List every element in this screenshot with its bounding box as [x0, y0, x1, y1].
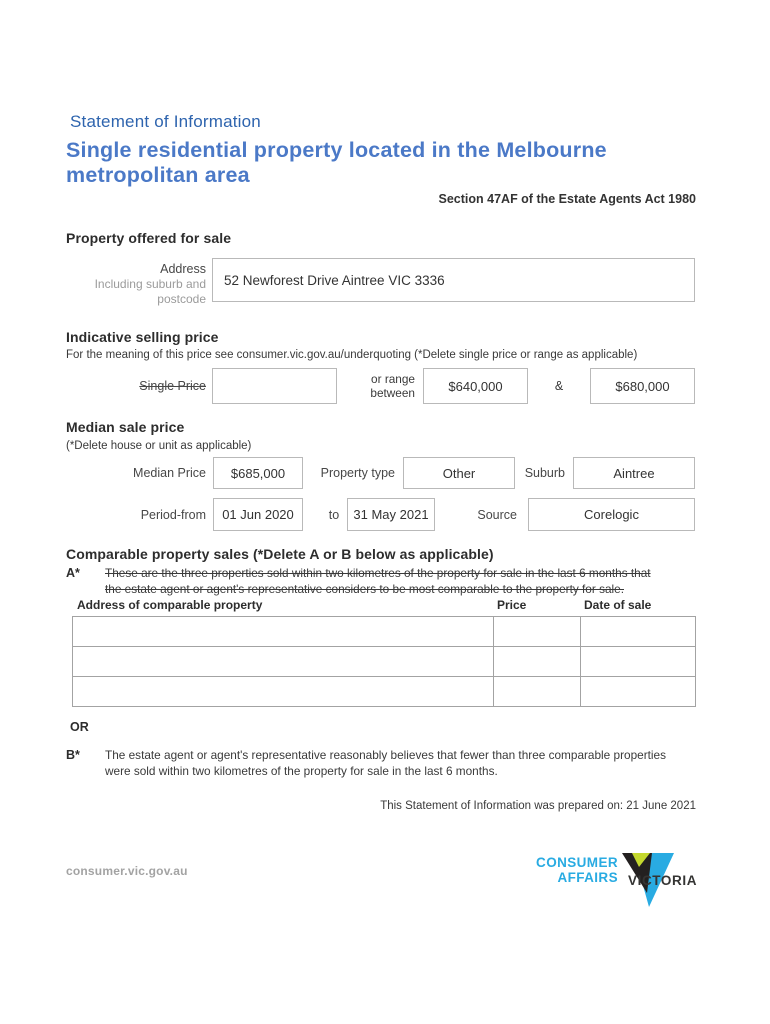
- single-price-field[interactable]: [212, 368, 337, 404]
- column-header-date: Date of sale: [584, 598, 652, 612]
- address-label-block: Address Including suburb and postcode: [66, 258, 206, 307]
- table-cell[interactable]: [493, 646, 581, 677]
- range-low-field[interactable]: $640,000: [423, 368, 528, 404]
- footer-website: consumer.vic.gov.au: [66, 864, 188, 878]
- suburb-label: Suburb: [524, 466, 565, 480]
- source-field[interactable]: Corelogic: [528, 498, 695, 531]
- address-row: Address Including suburb and postcode 52…: [66, 258, 695, 307]
- property-type-label: Property type: [320, 466, 395, 480]
- table-cell[interactable]: [72, 646, 494, 677]
- address-field[interactable]: 52 Newforest Drive Aintree VIC 3336: [212, 258, 695, 302]
- prepared-date-note: This Statement of Information was prepar…: [380, 800, 696, 812]
- logo-triangle-icon: [622, 853, 674, 907]
- suburb-field[interactable]: Aintree: [573, 457, 695, 489]
- median-price-row-2: Period-from 01 Jun 2020 to 31 May 2021 S…: [66, 498, 695, 531]
- median-price-note: (*Delete house or unit as applicable): [66, 440, 252, 452]
- table-cell[interactable]: [580, 646, 696, 677]
- range-label-line1: or range: [371, 371, 415, 386]
- option-b-block: B* The estate agent or agent's represent…: [66, 748, 692, 779]
- logo-line-consumer: CONSUMER: [536, 855, 618, 870]
- option-a-block: A* These are the three properties sold w…: [66, 566, 666, 597]
- section-heading-indicative-price: Indicative selling price: [66, 329, 219, 345]
- option-a-label: A*: [66, 566, 80, 580]
- table-row: [72, 616, 696, 647]
- section-heading-median-price: Median sale price: [66, 419, 185, 435]
- range-label-line2: between: [370, 386, 415, 400]
- address-sublabel: Including suburb and postcode: [94, 277, 206, 307]
- logo-line-victoria: VICTORIA: [628, 873, 698, 888]
- period-to-field[interactable]: 31 May 2021: [347, 498, 435, 531]
- comparable-table-body: [72, 616, 696, 707]
- act-section-reference: Section 47AF of the Estate Agents Act 19…: [438, 192, 696, 206]
- property-type-field[interactable]: Other: [403, 457, 515, 489]
- indicative-price-row: Single Price or range between $640,000 &…: [66, 368, 695, 404]
- period-from-label: Period-from: [140, 507, 206, 522]
- option-b-text: The estate agent or agent's representati…: [105, 748, 666, 778]
- range-high-field[interactable]: $680,000: [590, 368, 695, 404]
- single-price-label-text: Single Price: [139, 379, 206, 393]
- table-cell[interactable]: [580, 676, 696, 707]
- table-cell[interactable]: [493, 616, 581, 647]
- range-label: or range between: [345, 372, 415, 400]
- option-b-label: B*: [66, 748, 80, 762]
- table-row: [72, 646, 696, 677]
- section-heading-property: Property offered for sale: [66, 230, 232, 246]
- consumer-affairs-victoria-logo: CONSUMER AFFAIRS VICTORIA: [532, 853, 702, 907]
- indicative-price-note: For the meaning of this price see consum…: [66, 349, 638, 361]
- column-header-price: Price: [497, 598, 527, 612]
- comparable-table-headers: Address of comparable property Price Dat…: [72, 598, 695, 612]
- or-separator-label: OR: [70, 720, 89, 734]
- single-price-label: Single Price: [66, 379, 206, 393]
- section-heading-comparable-sales: Comparable property sales (*Delete A or …: [66, 546, 494, 562]
- address-label: Address: [160, 262, 206, 276]
- column-header-address: Address of comparable property: [77, 598, 263, 612]
- period-from-field[interactable]: 01 Jun 2020: [213, 498, 303, 531]
- source-label: Source: [477, 507, 517, 522]
- table-cell[interactable]: [72, 676, 494, 707]
- logo-wordmark: CONSUMER AFFAIRS: [532, 855, 618, 885]
- median-price-label: Median Price: [133, 466, 206, 480]
- doc-type-title: Statement of Information: [70, 112, 261, 131]
- period-to-label: to: [328, 507, 340, 522]
- table-cell[interactable]: [72, 616, 494, 647]
- page-title: Single residential property located in t…: [66, 138, 607, 188]
- median-price-field[interactable]: $685,000: [213, 457, 303, 489]
- table-cell[interactable]: [493, 676, 581, 707]
- table-cell[interactable]: [580, 616, 696, 647]
- table-row: [72, 676, 696, 707]
- median-price-row-1: Median Price $685,000 Property type Othe…: [66, 457, 695, 489]
- option-a-text: These are the three properties sold with…: [105, 566, 651, 596]
- range-ampersand: &: [554, 379, 564, 393]
- comparable-properties-table: [72, 616, 696, 707]
- logo-line-affairs: AFFAIRS: [557, 869, 618, 885]
